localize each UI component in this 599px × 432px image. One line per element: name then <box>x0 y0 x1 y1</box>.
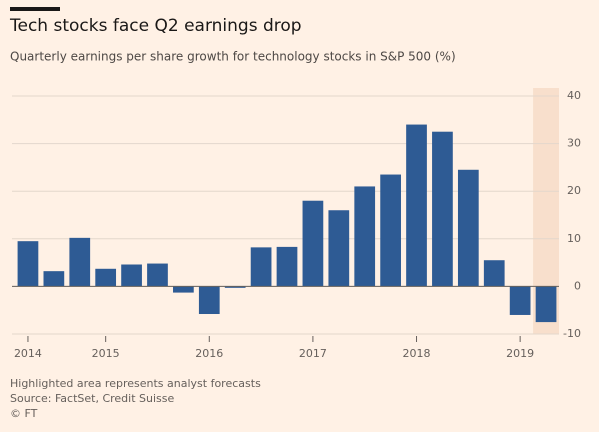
y-tick-label: 20 <box>567 184 581 197</box>
chart-subtitle: Quarterly earnings per share growth for … <box>10 50 456 64</box>
source: Source: FactSet, Credit Suisse <box>10 392 175 405</box>
copyright: © FT <box>10 407 38 420</box>
bar <box>250 247 272 287</box>
bar <box>483 260 505 287</box>
title-bar <box>10 7 60 11</box>
bar <box>535 286 557 323</box>
y-tick-label: 0 <box>574 279 581 292</box>
y-tick-label: 10 <box>567 232 581 245</box>
x-tick-label: 2018 <box>403 347 431 360</box>
bar <box>147 263 168 287</box>
bar <box>121 264 142 287</box>
x-tick-label: 2016 <box>195 347 223 360</box>
bar <box>380 174 401 287</box>
x-tick-label: 2014 <box>14 347 42 360</box>
note: Highlighted area represents analyst fore… <box>10 377 261 390</box>
bar <box>173 286 194 293</box>
bar <box>457 169 479 287</box>
bar <box>406 124 427 287</box>
y-tick-label: 30 <box>567 137 581 150</box>
x-tick-label: 2019 <box>506 347 534 360</box>
bar <box>302 200 324 287</box>
bar <box>354 186 376 287</box>
y-tick-label: 40 <box>567 89 581 102</box>
bar <box>17 241 39 287</box>
x-tick-label: 2015 <box>92 347 120 360</box>
x-tick-label: 2017 <box>299 347 327 360</box>
chart-title: Tech stocks face Q2 earnings drop <box>9 16 302 36</box>
bar <box>43 271 65 287</box>
bar <box>328 210 350 287</box>
bar <box>198 286 220 315</box>
bar <box>69 237 91 287</box>
bar <box>95 268 117 287</box>
bar <box>432 131 453 287</box>
bar <box>224 286 246 288</box>
bar <box>509 286 531 315</box>
bar <box>276 246 298 287</box>
y-tick-label: -10 <box>563 327 581 340</box>
